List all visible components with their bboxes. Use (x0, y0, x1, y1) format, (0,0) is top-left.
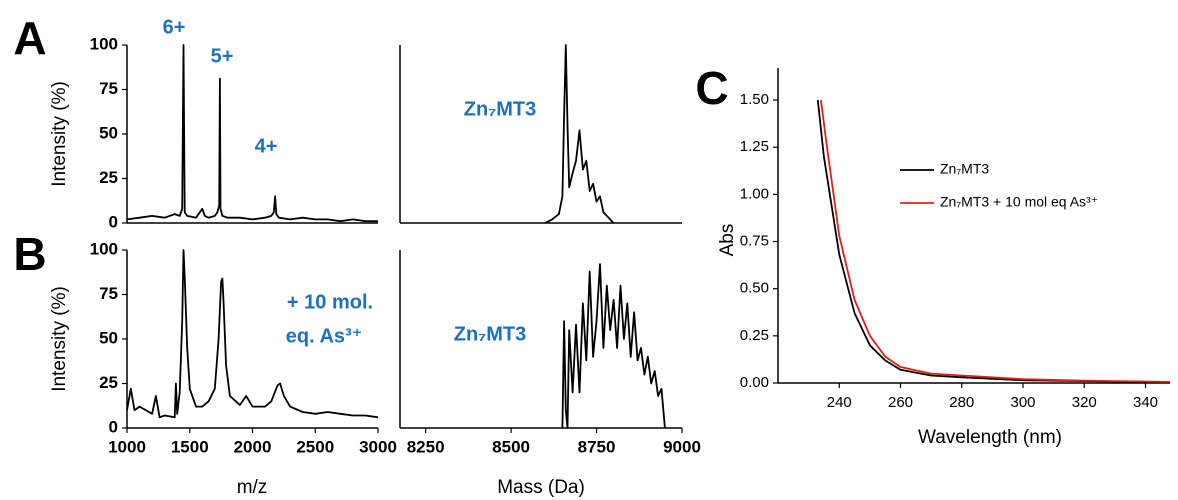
x-axis-label: m/z (237, 477, 268, 498)
series-line (820, 99, 1171, 383)
y-axis-label: Abs (717, 224, 738, 257)
series-line (561, 263, 666, 429)
y-tick-label: 0 (109, 212, 118, 231)
x-tick-label: 340 (1133, 394, 1158, 411)
series-line (544, 44, 615, 224)
x-tick-label: 320 (1072, 394, 1097, 411)
y-axis-label: Intensity (%) (49, 81, 70, 187)
x-tick-label: 2000 (234, 437, 272, 456)
x-tick-label: 280 (949, 394, 974, 411)
series-line (816, 100, 1171, 383)
annotation: eq. As³⁺ (286, 325, 363, 347)
panel-label: A (13, 12, 46, 64)
annotation: Zn₇MT3 (454, 323, 526, 345)
panel-label: B (13, 228, 46, 280)
annotation: + 10 mol. (287, 291, 373, 313)
x-tick-label: 3000 (359, 437, 397, 456)
y-tick-label: 0 (109, 417, 118, 436)
y-tick-label: 25 (99, 168, 118, 187)
y-tick-label: 50 (99, 123, 118, 142)
y-axis-label: Intensity (%) (49, 286, 70, 392)
y-tick-label: 100 (90, 34, 118, 53)
x-axis-label: Wavelength (nm) (918, 427, 1062, 448)
annotation: 5+ (211, 45, 234, 67)
x-tick-label: 9000 (663, 437, 701, 456)
y-tick-label: 0.00 (740, 374, 769, 391)
x-tick-label: 1500 (171, 437, 209, 456)
series-line (126, 249, 379, 419)
y-tick-label: 75 (99, 284, 118, 303)
y-tick-label: 1.50 (740, 91, 769, 108)
annotation: Zn₇MT3 (464, 98, 536, 120)
y-tick-label: 0.75 (740, 233, 769, 250)
legend-label: Zn₇MT3 + 10 mol eq As³⁺ (940, 194, 1098, 210)
x-tick-label: 300 (1010, 394, 1035, 411)
y-tick-label: 25 (99, 373, 118, 392)
x-tick-label: 8250 (407, 437, 445, 456)
y-tick-label: 100 (90, 239, 118, 258)
annotation: 4+ (255, 135, 278, 157)
legend-label: Zn₇MT3 (940, 161, 989, 177)
y-tick-label: 0.50 (740, 280, 769, 297)
x-tick-label: 240 (827, 394, 852, 411)
x-tick-label: 8750 (578, 437, 616, 456)
x-tick-label: 8500 (492, 437, 530, 456)
x-tick-label: 2500 (296, 437, 334, 456)
y-tick-label: 0.25 (740, 327, 769, 344)
y-tick-label: 75 (99, 79, 118, 98)
y-tick-label: 1.25 (740, 138, 769, 155)
panel-label: C (695, 62, 728, 114)
y-tick-label: 1.00 (740, 185, 769, 202)
y-tick-label: 50 (99, 328, 118, 347)
x-axis-label: Mass (Da) (497, 477, 585, 498)
x-tick-label: 1000 (108, 437, 146, 456)
series-line (126, 44, 378, 223)
annotation: 6+ (163, 16, 186, 38)
x-tick-label: 260 (888, 394, 913, 411)
